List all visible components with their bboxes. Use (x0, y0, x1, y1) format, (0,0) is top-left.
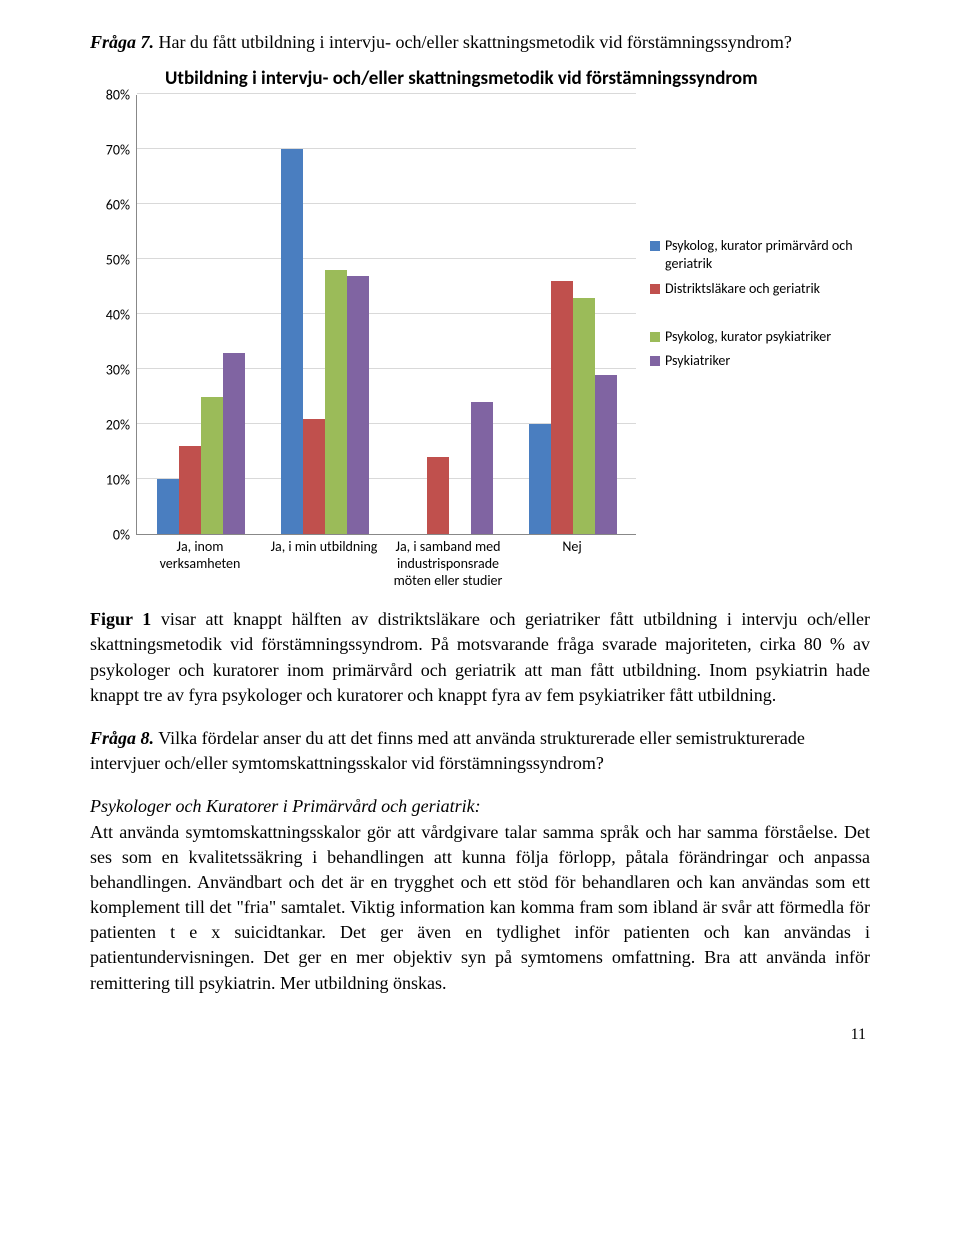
bar (529, 424, 551, 534)
legend-swatch (650, 241, 660, 251)
bar (157, 479, 179, 534)
question8-text: Vilka fördelar anser du att det finns me… (90, 728, 805, 773)
bar-cluster (405, 402, 493, 534)
y-tick-label: 10% (90, 472, 136, 489)
y-tick-label: 50% (90, 252, 136, 269)
question7-label: Fråga 7. (90, 32, 154, 52)
bar-cluster (529, 281, 617, 534)
bar-cluster (281, 149, 369, 534)
bar (223, 353, 245, 535)
bar (427, 457, 449, 534)
figure-label: Figur 1 (90, 609, 151, 629)
y-tick-label: 40% (90, 307, 136, 324)
bar (471, 402, 493, 534)
y-tick-label: 80% (90, 87, 136, 104)
chart-title: Utbildning i intervju- och/eller skattni… (165, 67, 758, 90)
legend-item: Psykolog, kurator primärvård och geriatr… (650, 237, 870, 273)
gridline (137, 203, 636, 204)
gridline (137, 148, 636, 149)
legend-swatch (650, 332, 660, 342)
bar (573, 298, 595, 535)
legend-item: Distriktsläkare och geriatrik (650, 280, 870, 298)
plot-area (136, 95, 636, 535)
bar-cluster (157, 353, 245, 535)
page-number: 11 (90, 1026, 870, 1044)
legend-swatch (650, 356, 660, 366)
x-tick-label: Nej (510, 539, 634, 556)
legend-label: Distriktsläkare och geriatrik (665, 280, 820, 298)
x-tick-label: Ja, i samband med industrisponsrade möte… (386, 539, 510, 589)
bar (201, 397, 223, 535)
bar-chart: Utbildning i intervju- och/eller skattni… (90, 67, 870, 587)
legend-item: Psykiatriker (650, 352, 870, 370)
bar (281, 149, 303, 534)
figure-text: visar att knappt hälften av distriktsläk… (90, 609, 870, 705)
question7-text: Har du fått utbildning i intervju- och/e… (154, 32, 792, 52)
question7-heading: Fråga 7. Har du fått utbildning i interv… (90, 30, 870, 55)
question8-label: Fråga 8. (90, 728, 154, 748)
y-tick-label: 30% (90, 362, 136, 379)
question8-heading: Fråga 8. Vilka fördelar anser du att det… (90, 726, 870, 776)
gridline (137, 258, 636, 259)
section-body: Att använda symtomskattningsskalor gör a… (90, 820, 870, 996)
y-tick-label: 20% (90, 417, 136, 434)
y-tick-label: 70% (90, 142, 136, 159)
legend-label: Psykolog, kurator primärvård och geriatr… (665, 237, 870, 273)
chart-legend: Psykolog, kurator primärvård och geriatr… (650, 237, 870, 400)
x-tick-label: Ja, i min utbildning (262, 539, 386, 556)
figure-caption: Figur 1 visar att knappt hälften av dist… (90, 607, 870, 708)
bar (595, 375, 617, 535)
legend-label: Psykiatriker (665, 352, 730, 370)
bar (303, 419, 325, 535)
bar (179, 446, 201, 534)
legend-item: Psykolog, kurator psykiatriker (650, 328, 870, 346)
legend-label: Psykolog, kurator psykiatriker (665, 328, 831, 346)
bar (325, 270, 347, 534)
section-heading: Psykologer och Kuratorer i Primärvård oc… (90, 794, 870, 819)
x-tick-label: Ja, inom verksamheten (138, 539, 262, 573)
gridline (137, 93, 636, 94)
legend-swatch (650, 284, 660, 294)
bar (347, 276, 369, 535)
y-tick-label: 60% (90, 197, 136, 214)
y-tick-label: 0% (90, 527, 136, 544)
bar (551, 281, 573, 534)
